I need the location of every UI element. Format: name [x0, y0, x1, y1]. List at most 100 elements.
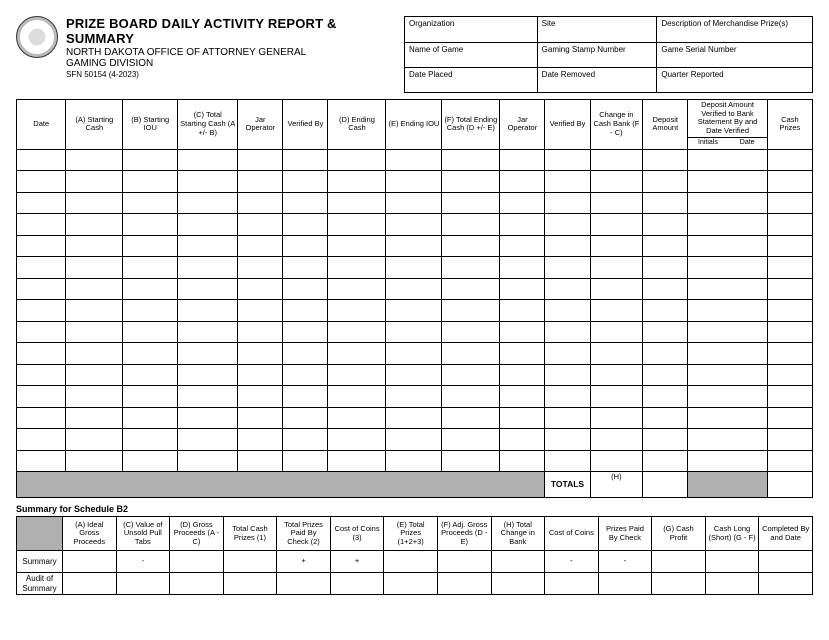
- activity-cell: [590, 450, 643, 472]
- activity-cell: [178, 450, 238, 472]
- activity-cell: [590, 300, 643, 322]
- b2-col-tpp: Total Prizes Paid By Check (2): [277, 517, 331, 551]
- form-id: SFN 50154 (4-2023): [66, 70, 404, 79]
- activity-cell: [178, 343, 238, 365]
- activity-cell: [688, 343, 767, 365]
- activity-cell: [328, 235, 386, 257]
- b2-cell: [437, 573, 491, 595]
- col-ver1: Verified By: [283, 100, 328, 150]
- activity-cell: [386, 343, 442, 365]
- activity-cell: [386, 171, 442, 193]
- activity-row: [17, 278, 813, 300]
- col-date: Date: [17, 100, 66, 150]
- activity-cell: [386, 386, 442, 408]
- b2-cell: [705, 551, 759, 573]
- activity-row: [17, 214, 813, 236]
- label-site: Site: [537, 17, 657, 42]
- activity-cell: [238, 171, 283, 193]
- b2-audit-label: Audit of Summary: [17, 573, 63, 595]
- activity-cell: [386, 321, 442, 343]
- activity-cell: [767, 278, 812, 300]
- activity-cell: [545, 214, 590, 236]
- b2-cell-plus2: +: [330, 551, 384, 573]
- col-b: (B) Starting IOU: [123, 100, 178, 150]
- activity-cell: [442, 343, 500, 365]
- activity-cell: [283, 192, 328, 214]
- activity-cell: [643, 450, 688, 472]
- activity-cell: [328, 364, 386, 386]
- activity-cell: [238, 257, 283, 279]
- activity-table: Date (A) Starting Cash (B) Starting IOU …: [16, 99, 813, 498]
- activity-cell: [238, 429, 283, 451]
- activity-cell: [66, 235, 123, 257]
- activity-cell: [442, 149, 500, 171]
- subcol-date: Date: [728, 138, 767, 148]
- activity-cell: [123, 278, 178, 300]
- activity-cell: [17, 214, 66, 236]
- activity-cell: [545, 321, 590, 343]
- activity-cell: [283, 364, 328, 386]
- activity-cell: [123, 171, 178, 193]
- activity-cell: [643, 429, 688, 451]
- b2-col-comp: Completed By and Date: [759, 517, 813, 551]
- col-c: (C) Total Starting Cash (A +/- B): [178, 100, 238, 150]
- activity-cell: [442, 214, 500, 236]
- activity-cell: [328, 257, 386, 279]
- col-jar1: Jar Operator: [238, 100, 283, 150]
- activity-cell: [238, 321, 283, 343]
- activity-cell: [123, 386, 178, 408]
- activity-cell: [767, 364, 812, 386]
- b2-col-fadj: (F) Adj. Gross Proceeds (D - E): [437, 517, 491, 551]
- b2-cell: [116, 573, 170, 595]
- activity-cell: [500, 192, 545, 214]
- activity-row: [17, 407, 813, 429]
- activity-cell: [328, 192, 386, 214]
- activity-cell: [500, 171, 545, 193]
- activity-cell: [545, 149, 590, 171]
- activity-cell: [123, 235, 178, 257]
- activity-cell: [178, 214, 238, 236]
- activity-cell: [545, 300, 590, 322]
- activity-cell: [328, 300, 386, 322]
- b2-col-tcp: Total Cash Prizes (1): [223, 517, 277, 551]
- activity-cell: [238, 214, 283, 236]
- activity-cell: [238, 343, 283, 365]
- activity-cell: [442, 386, 500, 408]
- activity-cell: [66, 192, 123, 214]
- activity-cell: [17, 278, 66, 300]
- activity-cell: [283, 321, 328, 343]
- activity-row: [17, 386, 813, 408]
- activity-cell: [386, 214, 442, 236]
- activity-cell: [767, 450, 812, 472]
- activity-cell: [500, 407, 545, 429]
- activity-cell: [386, 149, 442, 171]
- b2-col-coins: Cost of Coins: [545, 517, 599, 551]
- activity-cell: [643, 386, 688, 408]
- activity-cell: [66, 257, 123, 279]
- activity-cell: [66, 321, 123, 343]
- activity-cell: [545, 171, 590, 193]
- activity-cell: [442, 192, 500, 214]
- b2-cell-minus3: -: [598, 551, 652, 573]
- activity-cell: [328, 429, 386, 451]
- activity-cell: [442, 321, 500, 343]
- b2-cell: [759, 573, 813, 595]
- activity-cell: [545, 386, 590, 408]
- label-game-name: Name of Game: [405, 42, 537, 67]
- activity-cell: [328, 407, 386, 429]
- activity-row: [17, 257, 813, 279]
- header-row: PRIZE BOARD DAILY ACTIVITY REPORT & SUMM…: [16, 16, 813, 93]
- col-a: (A) Starting Cash: [66, 100, 123, 150]
- activity-cell: [123, 429, 178, 451]
- totals-shade2: [688, 472, 767, 498]
- activity-row: [17, 450, 813, 472]
- b2-col-ppc: Prizes Paid By Check: [598, 517, 652, 551]
- activity-cell: [767, 257, 812, 279]
- activity-cell: [283, 386, 328, 408]
- activity-cell: [590, 149, 643, 171]
- activity-cell: [767, 171, 812, 193]
- activity-cell: [500, 429, 545, 451]
- activity-cell: [590, 235, 643, 257]
- activity-cell: [442, 450, 500, 472]
- activity-cell: [386, 300, 442, 322]
